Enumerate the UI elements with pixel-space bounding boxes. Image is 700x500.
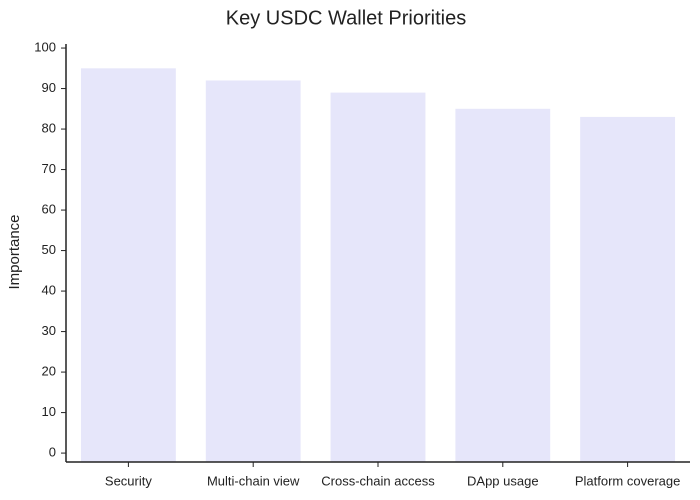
y-tick-label: 30: [42, 323, 56, 338]
bar: [80, 68, 176, 463]
y-tick-label: 100: [34, 39, 56, 54]
bar: [455, 108, 551, 462]
x-tick-label: Security: [105, 473, 152, 488]
x-tick-label: Platform coverage: [575, 473, 681, 488]
y-tick-label: 90: [42, 80, 56, 95]
y-axis-label: Importance: [6, 214, 23, 289]
y-tick-label: 40: [42, 283, 56, 298]
y-tick-label: 70: [42, 161, 56, 176]
x-tick-label: Cross-chain access: [321, 473, 435, 488]
bar: [205, 80, 301, 462]
y-tick-label: 10: [42, 404, 56, 419]
chart-title: Key USDC Wallet Priorities: [226, 7, 466, 29]
y-tick-label: 0: [49, 445, 56, 460]
y-tick-label: 60: [42, 202, 56, 217]
bar: [330, 92, 426, 463]
bar: [580, 116, 676, 462]
y-tick-label: 50: [42, 242, 56, 257]
x-tick-label: DApp usage: [467, 473, 539, 488]
x-tick-label: Multi-chain view: [207, 473, 300, 488]
y-tick-label: 20: [42, 364, 56, 379]
y-tick-label: 80: [42, 120, 56, 135]
